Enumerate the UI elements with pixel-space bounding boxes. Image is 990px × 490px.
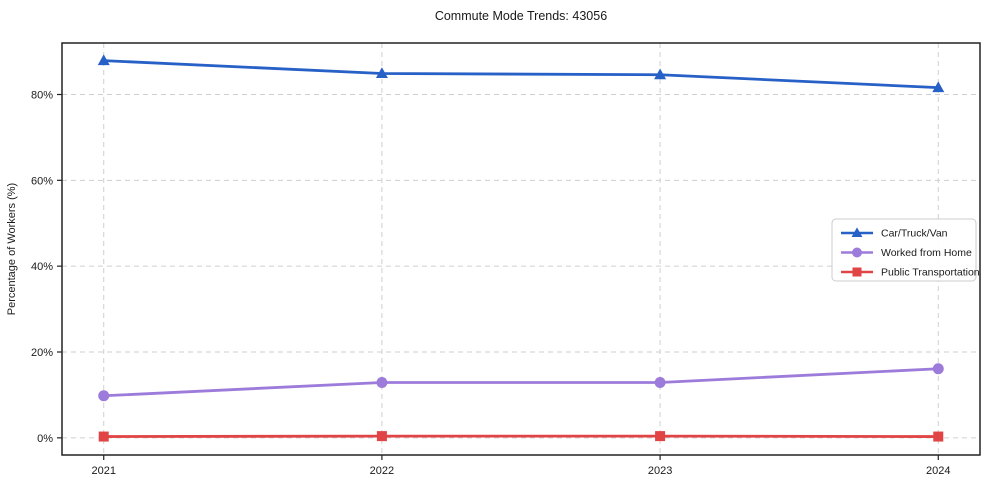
circle-marker-worked-from-home bbox=[932, 363, 944, 375]
axis-ticks: 0% 20% 40% 60% 80% 2021 2022 2023 2024 bbox=[31, 90, 951, 478]
legend-box bbox=[831, 218, 977, 282]
legend-label: Car/Truck/Van bbox=[881, 228, 948, 240]
y-tick-label: 40% bbox=[31, 261, 53, 273]
x-tick-label: 2022 bbox=[370, 465, 394, 477]
triangle-marker-car-truck-van bbox=[375, 67, 388, 78]
triangle-legend-marker-car-truck-van bbox=[851, 227, 863, 238]
y-tick-label: 0% bbox=[37, 433, 53, 445]
triangle-marker-car-truck-van bbox=[654, 68, 667, 80]
plot-border bbox=[61, 42, 981, 456]
square-marker-public-transportation bbox=[933, 431, 944, 442]
series-line-worked-from-home bbox=[102, 367, 940, 398]
square-marker-public-transportation bbox=[376, 431, 387, 442]
series-worked-from-home bbox=[98, 363, 944, 402]
triangle-marker-car-truck-van bbox=[932, 81, 945, 93]
square-marker-public-transportation bbox=[98, 431, 109, 442]
y-tick-label: 80% bbox=[31, 90, 53, 102]
circle-legend-marker-worked-from-home bbox=[852, 247, 862, 258]
circle-marker-worked-from-home bbox=[654, 376, 666, 388]
square-marker-public-transportation bbox=[655, 431, 666, 442]
legend-item-public-transportation: Public Transportation bbox=[841, 267, 980, 279]
x-tick-label: 2024 bbox=[926, 465, 950, 477]
series-car-truck-van bbox=[97, 54, 945, 93]
circle-marker-worked-from-home bbox=[98, 390, 110, 402]
circle-marker-worked-from-home bbox=[376, 376, 388, 388]
y-tick-label: 60% bbox=[31, 175, 53, 187]
x-tick-label: 2021 bbox=[91, 465, 115, 477]
legend: Car/Truck/Van Worked from Home Public Tran… bbox=[831, 218, 980, 282]
square-legend-marker-public-transportation bbox=[852, 267, 862, 277]
chart-title: Commute Mode Trends: 43056 bbox=[435, 9, 607, 23]
series-public-transportation bbox=[98, 431, 944, 442]
y-axis-label: Percentage of Workers (%) bbox=[6, 183, 18, 315]
x-tick-label: 2023 bbox=[648, 465, 672, 477]
legend-label: Public Transportation bbox=[881, 267, 980, 279]
legend-label: Worked from Home bbox=[881, 247, 972, 259]
legend-item-car-truck-van: Car/Truck/Van bbox=[841, 227, 948, 240]
series-line-car-truck-van bbox=[102, 59, 940, 90]
triangle-marker-car-truck-van bbox=[97, 54, 110, 66]
legend-item-worked-from-home: Worked from Home bbox=[841, 247, 972, 259]
y-tick-label: 20% bbox=[31, 347, 53, 359]
